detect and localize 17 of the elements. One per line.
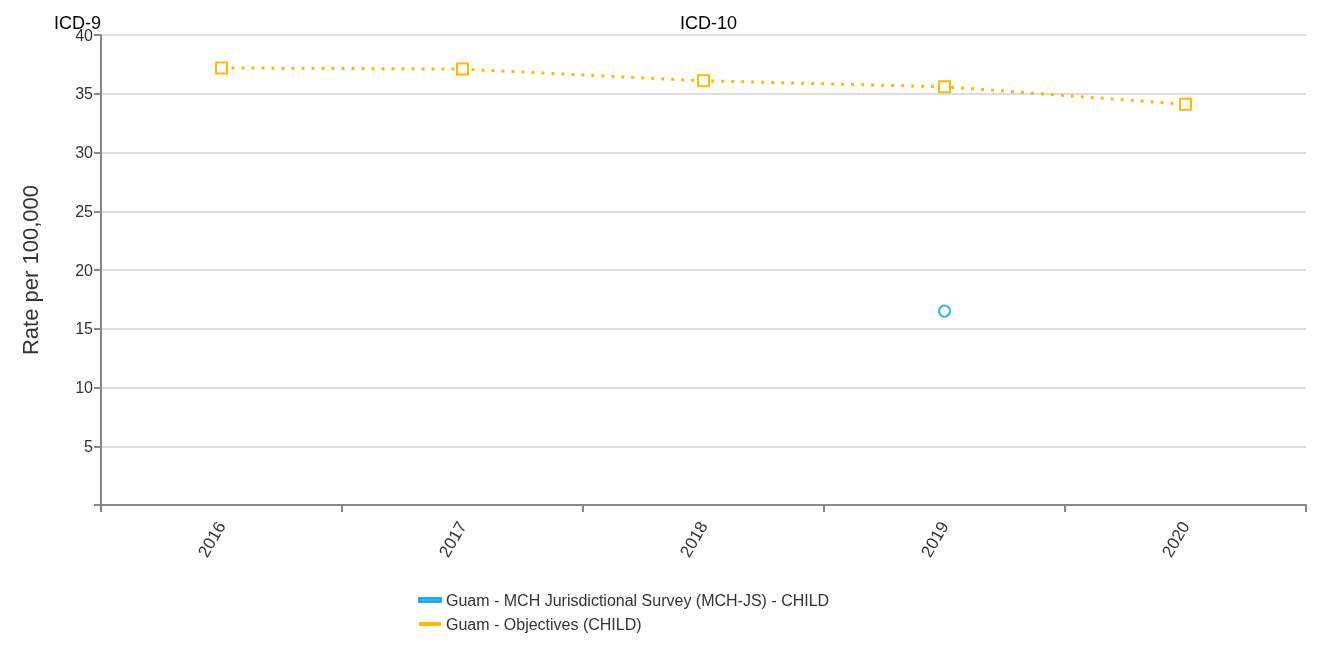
point xyxy=(697,74,710,88)
y-tick-label: 5 xyxy=(84,437,94,455)
point xyxy=(1179,97,1192,111)
point xyxy=(215,61,228,75)
y-axis-title: Rate per 100,000 xyxy=(17,184,43,356)
y-tick-label: 25 xyxy=(75,202,94,220)
y-tick-label: 10 xyxy=(75,379,94,396)
point xyxy=(938,304,951,318)
y-tick-label: 20 xyxy=(75,261,94,279)
legend-label: Guam - Objectives (CHILD) xyxy=(446,615,642,633)
point xyxy=(938,80,951,94)
text: ICD-10 xyxy=(680,13,738,33)
y-tick-label: 15 xyxy=(75,320,94,338)
point xyxy=(456,62,469,76)
y-tick-label: 30 xyxy=(75,144,94,161)
legend-label: Guam - MCH Jurisdictional Survey (MCH-JS) - CHILD xyxy=(446,591,830,609)
y-tick-label: 35 xyxy=(75,85,94,103)
